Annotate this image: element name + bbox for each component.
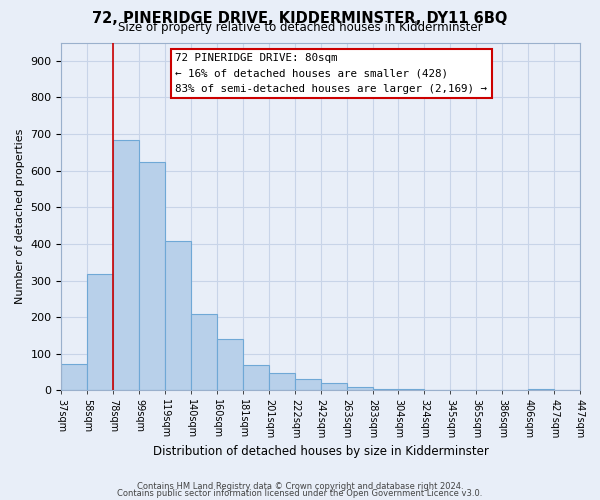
Bar xyxy=(398,388,424,390)
Text: 72 PINERIDGE DRIVE: 80sqm
← 16% of detached houses are smaller (428)
83% of semi: 72 PINERIDGE DRIVE: 80sqm ← 16% of detac… xyxy=(175,53,487,94)
Bar xyxy=(191,314,217,390)
Bar xyxy=(295,378,321,390)
Bar xyxy=(165,241,191,390)
Bar xyxy=(321,383,347,390)
Text: 72, PINERIDGE DRIVE, KIDDERMINSTER, DY11 6BQ: 72, PINERIDGE DRIVE, KIDDERMINSTER, DY11… xyxy=(92,11,508,26)
Bar xyxy=(347,387,373,390)
Bar xyxy=(269,373,295,390)
Text: Contains public sector information licensed under the Open Government Licence v3: Contains public sector information licen… xyxy=(118,490,482,498)
X-axis label: Distribution of detached houses by size in Kidderminster: Distribution of detached houses by size … xyxy=(153,444,488,458)
Bar xyxy=(217,339,243,390)
Bar xyxy=(88,274,113,390)
Text: Contains HM Land Registry data © Crown copyright and database right 2024.: Contains HM Land Registry data © Crown c… xyxy=(137,482,463,491)
Bar xyxy=(373,388,398,390)
Bar xyxy=(61,364,88,390)
Bar xyxy=(139,162,165,390)
Bar xyxy=(113,140,139,390)
Bar xyxy=(528,388,554,390)
Text: Size of property relative to detached houses in Kidderminster: Size of property relative to detached ho… xyxy=(118,21,482,34)
Y-axis label: Number of detached properties: Number of detached properties xyxy=(15,129,25,304)
Bar xyxy=(243,365,269,390)
